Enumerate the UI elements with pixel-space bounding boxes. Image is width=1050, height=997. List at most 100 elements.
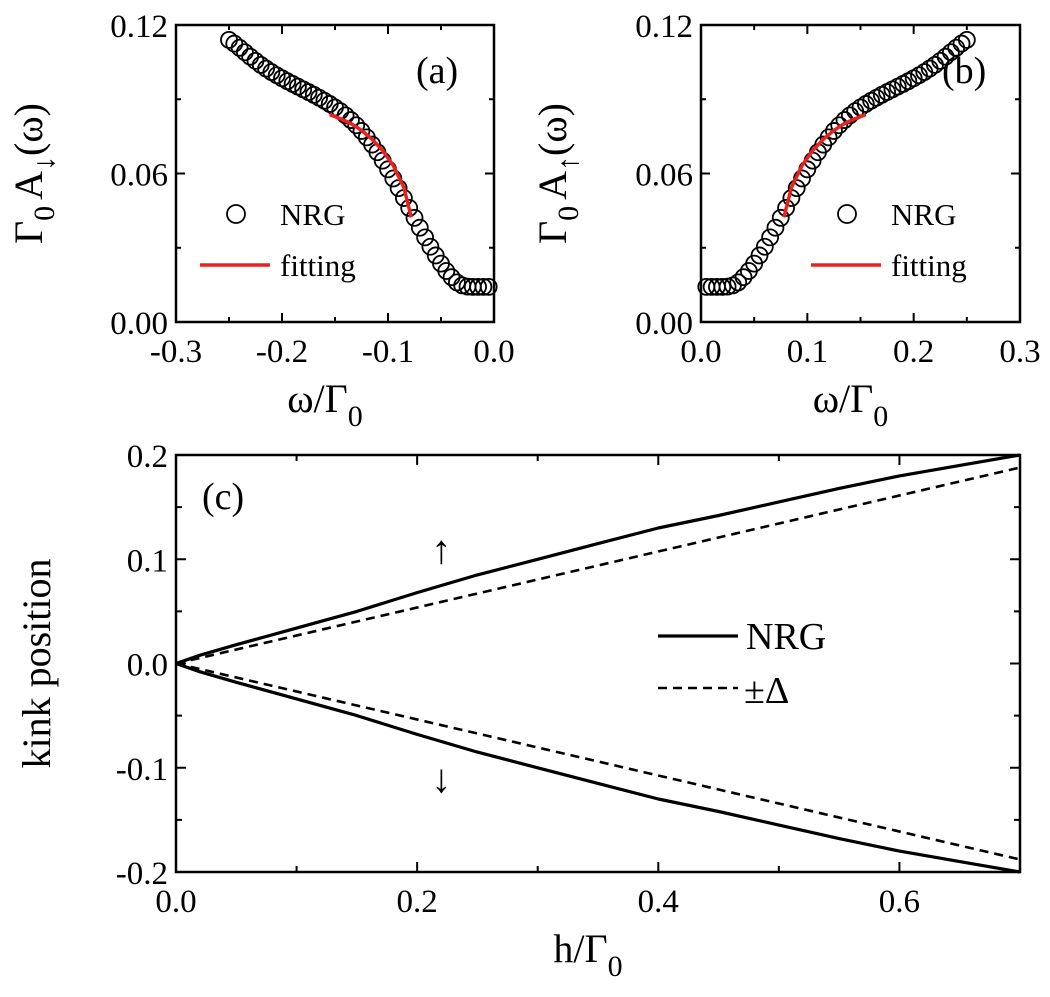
- x-axis-label-main: ω/Γ: [813, 376, 874, 421]
- panel-label: (c): [202, 476, 244, 518]
- y-axis-label: kink position: [14, 558, 59, 768]
- legend-nrg-label: NRG: [280, 197, 345, 232]
- nrg-data-point: [220, 30, 238, 49]
- nrg-data-point: [713, 277, 732, 296]
- x-tick-label: 0.2: [893, 334, 934, 370]
- nrg-data-point: [421, 237, 440, 256]
- y-tick-label: 0.00: [110, 306, 168, 342]
- panel-b: 0.0 0.1 0.2 0.30.000.060.12(b)ω/Γ0Γ0A↑(ω)NR…: [530, 9, 1041, 433]
- down-arrow-annotation: ↓: [431, 756, 451, 801]
- y-axis-label: Γ0 A↓(ω): [6, 103, 61, 244]
- delta-line: [175, 466, 1021, 665]
- x-axis-label-sub: 0: [348, 400, 363, 433]
- y-tick-label: 0.12: [110, 9, 168, 45]
- nrg-data-point: [777, 199, 795, 217]
- y-tick-label: -0.1: [116, 752, 168, 788]
- y-tick-label: 0.0: [127, 648, 168, 684]
- y-tick-label: 0.2: [127, 439, 168, 475]
- x-tick-label: 0.1: [787, 334, 828, 370]
- nrg-data-point: [437, 262, 456, 280]
- y-tick-label: 0.06: [110, 158, 168, 194]
- y-axis-label-text: kink position: [14, 558, 59, 768]
- x-tick-label: 0.2: [397, 884, 438, 920]
- x-tick-label: 0.3: [999, 334, 1040, 370]
- nrg-data-point: [936, 47, 955, 66]
- nrg-data-point: [761, 228, 780, 247]
- nrg-data-point: [819, 128, 838, 147]
- nrg-data-point: [952, 34, 971, 53]
- y-axis-label: Γ0 A↑(ω): [530, 103, 585, 244]
- nrg-data-point: [931, 51, 950, 70]
- x-axis-label-sub: 0: [873, 400, 888, 433]
- y-axis-label-tail: (ω): [530, 103, 575, 156]
- x-tick-label: 0.0: [155, 884, 196, 920]
- nrg-data-point: [771, 208, 790, 227]
- legend-fitting-label: fitting: [891, 248, 967, 283]
- legend-nrg-marker: [226, 204, 246, 224]
- nrg-data-point: [336, 106, 355, 125]
- y-tick-label: 0.00: [635, 306, 693, 342]
- nrg-data-point: [957, 30, 976, 49]
- panel-c: 0.0 0.2 0.4 0.6 -0.2 -0.1 0.0 0.1 0.2 (c) h/Γ0 kink…: [14, 439, 1022, 983]
- plot-frame: [174, 453, 1022, 874]
- y-axis-label-tail: (ω): [6, 103, 51, 156]
- nrg-data-point: [941, 43, 960, 62]
- x-tick-label: 0.4: [638, 884, 679, 920]
- nrg-data-point: [825, 122, 843, 140]
- nrg-line: [175, 453, 1021, 666]
- y-axis-label-a: A: [530, 171, 575, 200]
- panel-label: (a): [416, 50, 458, 92]
- y-axis-label-gamma-sub: 0: [552, 206, 585, 221]
- x-axis-label: ω/Γ0: [287, 376, 363, 433]
- y-tick-label: 0.12: [635, 9, 693, 45]
- nrg-data-point: [230, 38, 249, 57]
- y-axis-label-gamma-sub: 0: [28, 206, 61, 221]
- nrg-data-point: [246, 51, 265, 70]
- y-axis-label-gamma: Γ: [6, 221, 51, 244]
- nrg-data-point: [469, 277, 488, 296]
- x-axis-label-sub: 0: [608, 950, 623, 983]
- x-tick-label: 0.0: [473, 334, 514, 370]
- panel-a: -0.3 -0.2 -0.1 0.00.000.060.12(a)ω/Γ0Γ0A↓(ω…: [6, 9, 515, 433]
- nrg-data-point: [755, 237, 774, 256]
- y-tick-label: 0.06: [635, 158, 693, 194]
- nrg-data-point: [410, 218, 429, 237]
- legend-nrg-label: NRG: [746, 616, 826, 658]
- nrg-data-point: [830, 116, 849, 135]
- nrg-data-point: [347, 116, 366, 135]
- x-axis-label: h/Γ0: [553, 926, 622, 983]
- x-axis-label: ω/Γ0: [813, 376, 889, 433]
- y-tick-label: -0.2: [116, 856, 168, 892]
- x-tick-label: -0.2: [256, 334, 308, 370]
- nrg-data-point: [734, 268, 753, 287]
- nrg-data-point: [235, 43, 254, 62]
- x-tick-label: -0.1: [362, 334, 414, 370]
- nrg-data-point: [352, 122, 371, 140]
- y-axis-label-arrow: ↓: [28, 156, 61, 171]
- x-tick-label: 0.6: [879, 884, 920, 920]
- x-axis-label-main: h/Γ: [553, 926, 607, 971]
- y-axis-label-arrow: ↑: [552, 156, 585, 171]
- legend-fitting-label: fitting: [280, 248, 356, 283]
- nrg-data-point: [225, 34, 244, 53]
- nrg-data-point: [729, 273, 748, 292]
- legend-delta-label: ±Δ: [744, 670, 789, 712]
- fitting-line: [782, 112, 867, 218]
- nrg-data-point: [474, 277, 493, 296]
- y-tick-label: 0.1: [127, 543, 168, 579]
- fitting-line: [329, 112, 413, 218]
- x-tick-label: -0.3: [150, 334, 202, 370]
- delta-line: [175, 662, 1021, 861]
- panel-label: (b): [942, 50, 986, 92]
- legend-nrg-marker: [837, 204, 857, 224]
- x-axis-label-main: ω/Γ: [287, 376, 348, 421]
- nrg-line: [175, 661, 1021, 874]
- legend-nrg-label: NRG: [891, 197, 956, 232]
- nrg-data-point: [479, 277, 498, 296]
- nrg-data-point: [766, 218, 785, 237]
- up-arrow-annotation: ↑: [431, 527, 451, 572]
- y-axis-label-a: A: [6, 171, 51, 200]
- nrg-data-point: [416, 228, 435, 247]
- nrg-data-point: [750, 246, 769, 265]
